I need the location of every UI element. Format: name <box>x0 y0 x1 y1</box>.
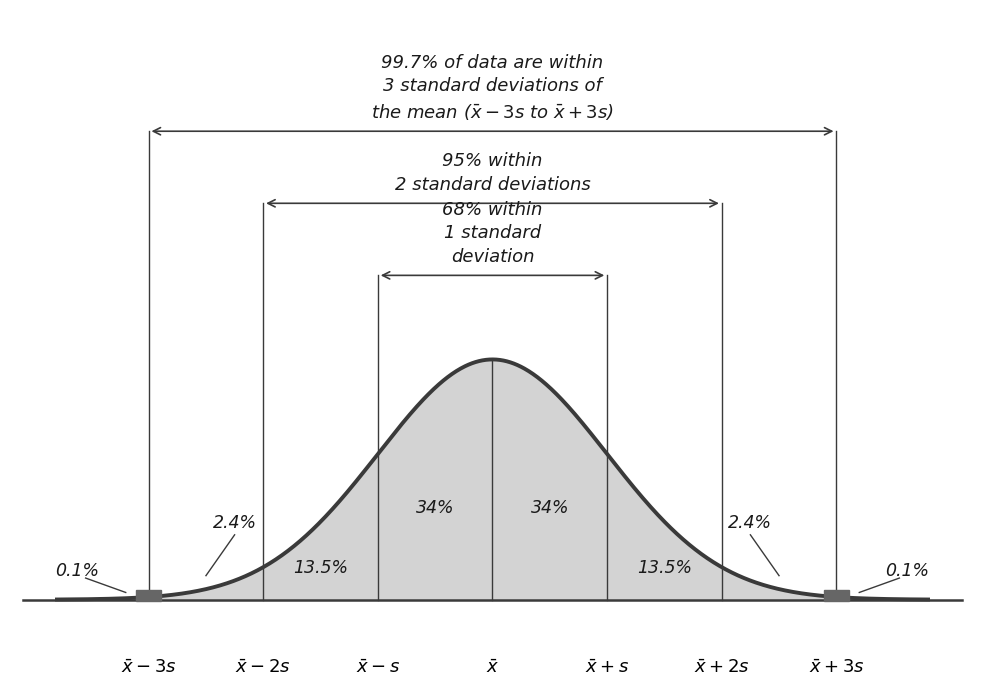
Bar <box>823 590 849 601</box>
Text: 13.5%: 13.5% <box>294 559 348 577</box>
Text: 2.4%: 2.4% <box>728 514 772 532</box>
Text: 34%: 34% <box>416 499 454 517</box>
Text: 99.7% of data are within
3 standard deviations of
the mean ($\bar{x} - 3s$ to $\: 99.7% of data are within 3 standard devi… <box>371 54 614 122</box>
Text: 68% within
1 standard
deviation: 68% within 1 standard deviation <box>442 201 543 266</box>
Text: 34%: 34% <box>531 499 569 517</box>
Bar <box>136 590 162 601</box>
Text: 0.1%: 0.1% <box>55 562 99 580</box>
Text: 13.5%: 13.5% <box>637 559 691 577</box>
Text: 0.1%: 0.1% <box>886 562 930 580</box>
Text: 95% within
2 standard deviations: 95% within 2 standard deviations <box>395 152 590 194</box>
Text: 2.4%: 2.4% <box>213 514 257 532</box>
